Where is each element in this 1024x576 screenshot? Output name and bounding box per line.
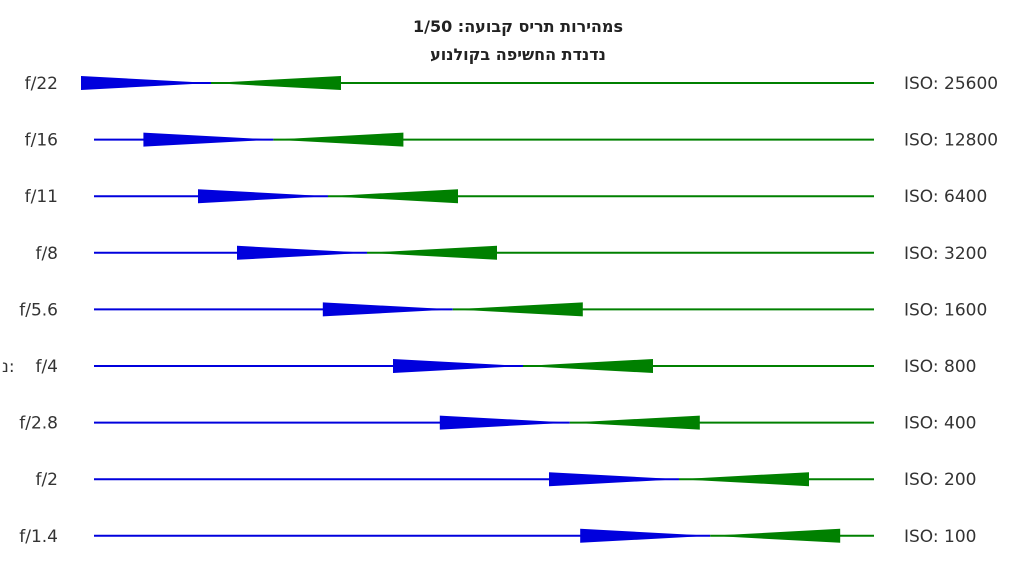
title-line2: נדנדת החשיפה בקולנוע <box>430 45 606 64</box>
iso-wedge <box>523 359 653 373</box>
iso-wedge <box>367 245 497 260</box>
seesaw-row: f/11 ISO: 6400 <box>25 187 988 207</box>
iso-label: ISO: 6400 <box>904 187 987 207</box>
seesaw-row: f/8 ISO: 3200 <box>35 244 987 264</box>
aperture-label: f/22 <box>25 74 58 94</box>
seesaw-row: f/5.6 ISO: 1600 <box>19 300 987 320</box>
aperture-label: f/2 <box>35 470 58 490</box>
aperture-label: f/1.4 <box>19 527 58 547</box>
aperture-label: f/5.6 <box>19 300 58 320</box>
aperture-label: f/11 <box>25 187 58 207</box>
iso-wedge <box>710 528 841 543</box>
iso-label: ISO: 25600 <box>904 74 998 94</box>
iso-label: ISO: 400 <box>904 414 976 434</box>
aperture-wedge <box>143 132 274 147</box>
iso-wedge <box>273 132 404 147</box>
aperture-label: f/16 <box>25 131 58 151</box>
aperture-label: f/2.8 <box>19 414 58 434</box>
aperture-wedge <box>198 189 328 204</box>
iso-label: ISO: 100 <box>904 527 976 547</box>
iso-wedge <box>211 76 341 90</box>
aperture-prefix-label: נ: <box>2 357 15 377</box>
title-line1: מהירות תריס קבועה: 1/50s <box>413 17 623 36</box>
aperture-wedge <box>393 359 523 373</box>
iso-wedge <box>452 302 583 317</box>
seesaw-rows: f/22 ISO: 25600 f/16 ISO: 12800 f/11 ISO: 640… <box>2 74 998 547</box>
iso-label: ISO: 200 <box>904 470 976 490</box>
aperture-wedge <box>81 76 211 90</box>
seesaw-row: f/1.4 ISO: 100 <box>19 527 976 547</box>
iso-label: ISO: 1600 <box>904 300 987 320</box>
aperture-wedge <box>549 472 679 487</box>
aperture-wedge <box>580 528 711 543</box>
aperture-wedge <box>237 245 367 260</box>
iso-wedge <box>569 415 700 430</box>
seesaw-row: f/4 נ: ISO: 800 <box>2 357 976 377</box>
iso-label: ISO: 3200 <box>904 244 987 264</box>
aperture-wedge <box>322 302 453 317</box>
seesaw-row: f/2 ISO: 200 <box>35 470 976 490</box>
iso-wedge <box>679 472 809 487</box>
aperture-label: f/8 <box>35 244 58 264</box>
aperture-label: f/4 <box>35 357 58 377</box>
iso-label: ISO: 800 <box>904 357 976 377</box>
iso-label: ISO: 12800 <box>904 131 998 151</box>
iso-wedge <box>328 189 458 204</box>
seesaw-row: f/22 ISO: 25600 <box>25 74 998 94</box>
aperture-wedge <box>439 415 570 430</box>
seesaw-row: f/2.8 ISO: 400 <box>19 414 976 434</box>
seesaw-row: f/16 ISO: 12800 <box>25 131 998 151</box>
